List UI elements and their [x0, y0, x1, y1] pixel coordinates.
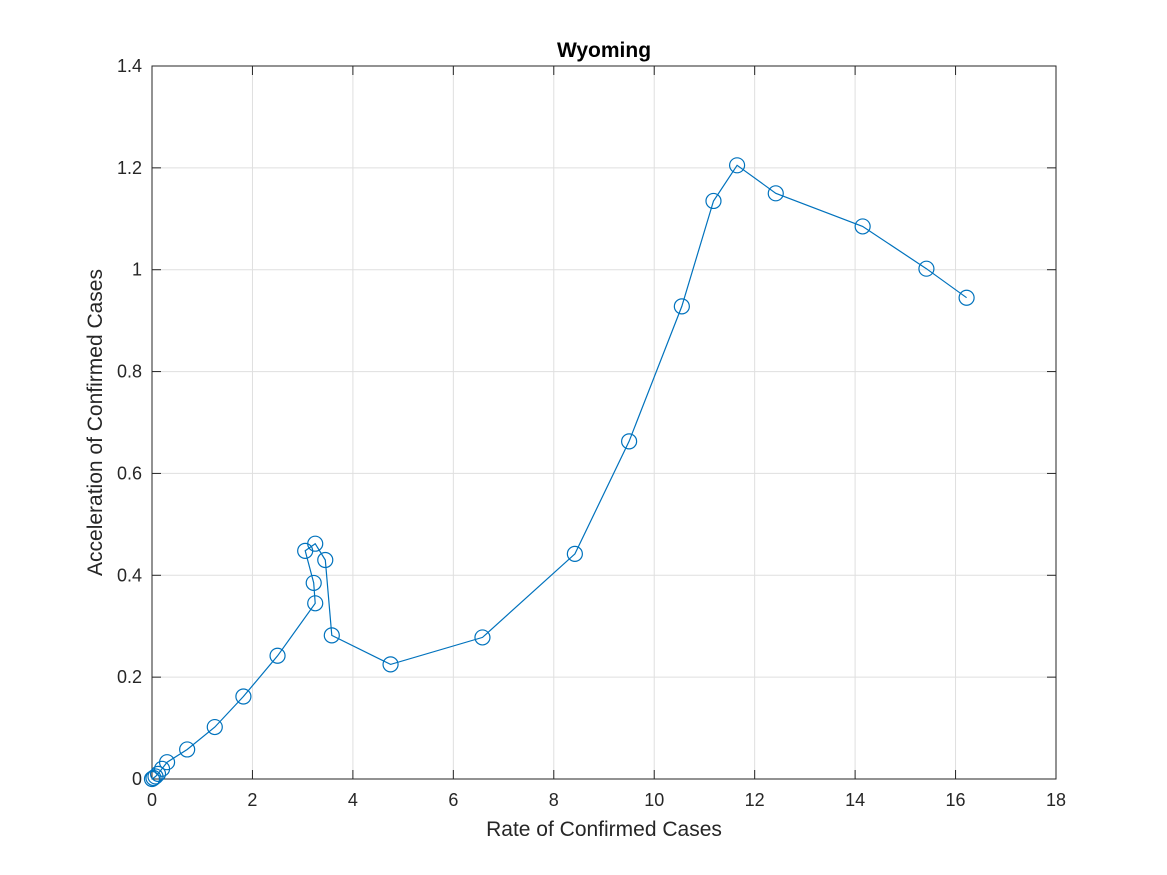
data-point: [767, 185, 784, 202]
data-point: [143, 770, 161, 788]
data-point: [705, 192, 722, 210]
chart-title: Wyoming: [557, 39, 651, 62]
data-point: [145, 769, 162, 787]
data-point: [728, 157, 746, 174]
data-point: [958, 289, 975, 306]
x-axis-label: Rate of Confirmed Cases: [486, 818, 722, 841]
x-tick-label: 12: [745, 790, 765, 810]
x-tick-label: 16: [946, 790, 966, 810]
x-tick-label: 2: [247, 790, 257, 810]
data-point: [918, 260, 935, 277]
data-point: [382, 656, 399, 673]
y-tick-label: 1: [132, 260, 142, 280]
series-line: [151, 164, 967, 780]
data-point: [305, 574, 322, 592]
x-tick-label: 10: [644, 790, 664, 810]
x-tick-label: 18: [1046, 790, 1066, 810]
data-point: [474, 629, 491, 646]
x-tick-label: 0: [147, 790, 157, 810]
axes-box: [151, 65, 1057, 780]
y-tick-label: 0.6: [117, 463, 142, 483]
data-point: [158, 754, 176, 771]
x-tick-label: 4: [348, 790, 358, 810]
data-point: [673, 298, 690, 315]
y-tick-label: 0.4: [117, 565, 142, 585]
data-point: [566, 545, 583, 562]
data-point: [307, 595, 324, 612]
data-point: [317, 551, 334, 569]
y-tick-label: 0.2: [117, 667, 142, 687]
data-point: [621, 433, 638, 450]
data-point: [269, 647, 286, 664]
x-tick-label: 6: [448, 790, 458, 810]
data-point: [206, 718, 223, 736]
plot-area: [143, 157, 975, 788]
y-tick-label: 0: [132, 769, 142, 789]
axis-ticks: 0 2 4 6 8 10 12 14 16 18 0 0.2 0.4 0.6 0.8 1 1.2 1.4: [117, 56, 1066, 810]
data-point: [307, 535, 324, 552]
data-point: [323, 627, 340, 644]
x-tick-label: 8: [549, 790, 559, 810]
data-point: [854, 218, 871, 235]
y-axis-label: Acceleration of Confirmed Cases: [84, 269, 107, 576]
data-point: [149, 765, 167, 783]
y-tick-label: 0.8: [117, 362, 142, 382]
data-point: [179, 741, 196, 758]
data-point: [235, 688, 252, 705]
y-tick-label: 1.2: [117, 158, 142, 178]
y-tick-label: 1.4: [117, 56, 142, 76]
x-tick-label: 14: [845, 790, 865, 810]
